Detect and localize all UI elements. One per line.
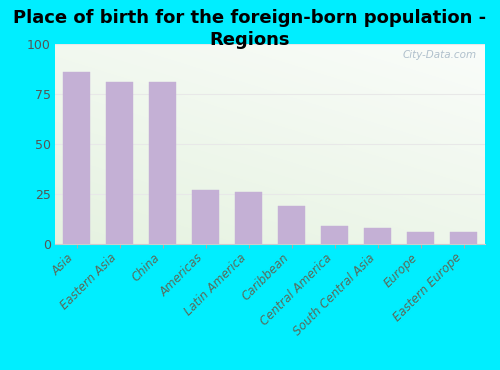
- Bar: [320, 226, 348, 244]
- Text: City-Data.com: City-Data.com: [402, 50, 476, 60]
- Bar: [148, 83, 176, 244]
- Bar: [406, 232, 434, 244]
- Bar: [364, 228, 392, 244]
- Bar: [106, 83, 134, 244]
- Bar: [450, 232, 477, 244]
- Text: Place of birth for the foreign-born population -
Regions: Place of birth for the foreign-born popu…: [14, 9, 486, 50]
- Bar: [234, 192, 262, 244]
- Bar: [192, 190, 220, 244]
- Bar: [62, 73, 90, 244]
- Bar: [278, 206, 305, 244]
